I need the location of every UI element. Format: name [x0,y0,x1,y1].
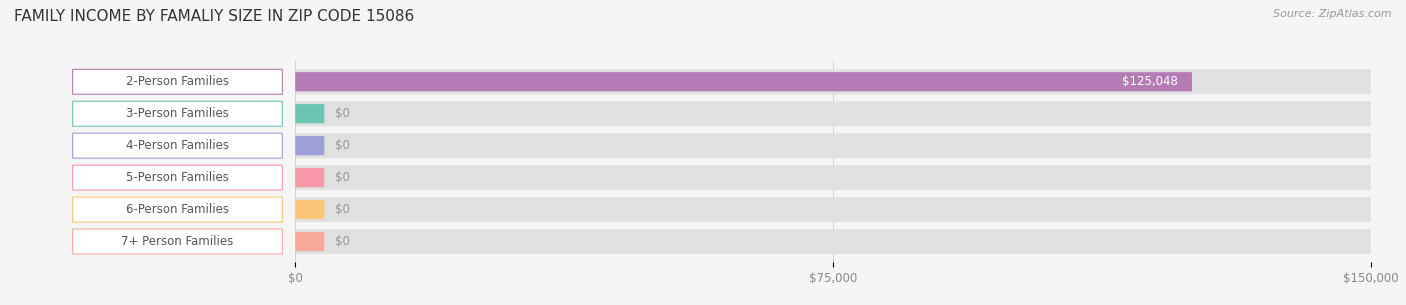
Text: 7+ Person Families: 7+ Person Families [121,235,233,248]
Text: 5-Person Families: 5-Person Families [127,171,229,184]
FancyBboxPatch shape [73,69,283,94]
FancyBboxPatch shape [295,197,1371,222]
Text: Source: ZipAtlas.com: Source: ZipAtlas.com [1274,9,1392,19]
FancyBboxPatch shape [73,165,283,190]
Text: 2-Person Families: 2-Person Families [127,75,229,88]
Text: 6-Person Families: 6-Person Families [127,203,229,216]
FancyBboxPatch shape [73,229,283,254]
Text: $125,048: $125,048 [1122,75,1178,88]
FancyBboxPatch shape [295,168,325,187]
FancyBboxPatch shape [295,133,1371,158]
Text: $0: $0 [335,235,350,248]
Text: 3-Person Families: 3-Person Families [127,107,229,120]
FancyBboxPatch shape [295,229,1371,254]
FancyBboxPatch shape [295,165,1371,190]
Text: $0: $0 [335,203,350,216]
Text: 4-Person Families: 4-Person Families [127,139,229,152]
FancyBboxPatch shape [295,72,1192,92]
FancyBboxPatch shape [295,69,1371,94]
Text: $0: $0 [335,139,350,152]
FancyBboxPatch shape [295,200,325,219]
Text: FAMILY INCOME BY FAMALIY SIZE IN ZIP CODE 15086: FAMILY INCOME BY FAMALIY SIZE IN ZIP COD… [14,9,415,24]
FancyBboxPatch shape [295,101,1371,126]
FancyBboxPatch shape [73,101,283,126]
FancyBboxPatch shape [295,104,325,123]
Text: $0: $0 [335,171,350,184]
FancyBboxPatch shape [295,232,325,251]
FancyBboxPatch shape [73,133,283,158]
FancyBboxPatch shape [295,136,325,155]
Text: $0: $0 [335,107,350,120]
FancyBboxPatch shape [73,197,283,222]
